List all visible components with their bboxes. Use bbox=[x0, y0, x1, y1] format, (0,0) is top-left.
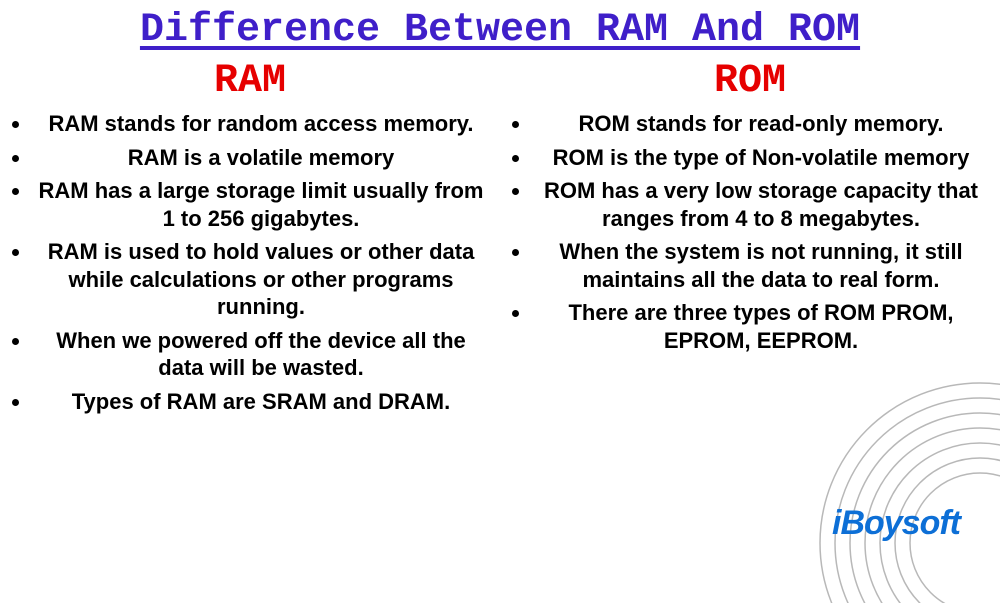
list-item: RAM has a large storage limit usually fr… bbox=[32, 177, 490, 232]
rom-heading: ROM bbox=[510, 59, 990, 104]
comparison-columns: RAM RAM stands for random access memory.… bbox=[0, 59, 1000, 421]
rom-column: ROM ROM stands for read-only memory. ROM… bbox=[500, 59, 1000, 421]
list-item: RAM is used to hold values or other data… bbox=[32, 238, 490, 321]
list-item: RAM is a volatile memory bbox=[32, 144, 490, 172]
list-item: RAM stands for random access memory. bbox=[32, 110, 490, 138]
page-title: Difference Between RAM And ROM bbox=[0, 0, 1000, 59]
ram-heading: RAM bbox=[10, 59, 490, 104]
list-item: When the system is not running, it still… bbox=[532, 238, 990, 293]
ram-points-list: RAM stands for random access memory. RAM… bbox=[10, 110, 490, 415]
list-item: When we powered off the device all the d… bbox=[32, 327, 490, 382]
rom-points-list: ROM stands for read-only memory. ROM is … bbox=[510, 110, 990, 354]
list-item: There are three types of ROM PROM, EPROM… bbox=[532, 299, 990, 354]
list-item: ROM has a very low storage capacity that… bbox=[532, 177, 990, 232]
list-item: ROM is the type of Non-volatile memory bbox=[532, 144, 990, 172]
ram-column: RAM RAM stands for random access memory.… bbox=[0, 59, 500, 421]
watermark-logo: iBoysoft bbox=[832, 504, 960, 543]
list-item: ROM stands for read-only memory. bbox=[532, 110, 990, 138]
list-item: Types of RAM are SRAM and DRAM. bbox=[32, 388, 490, 416]
